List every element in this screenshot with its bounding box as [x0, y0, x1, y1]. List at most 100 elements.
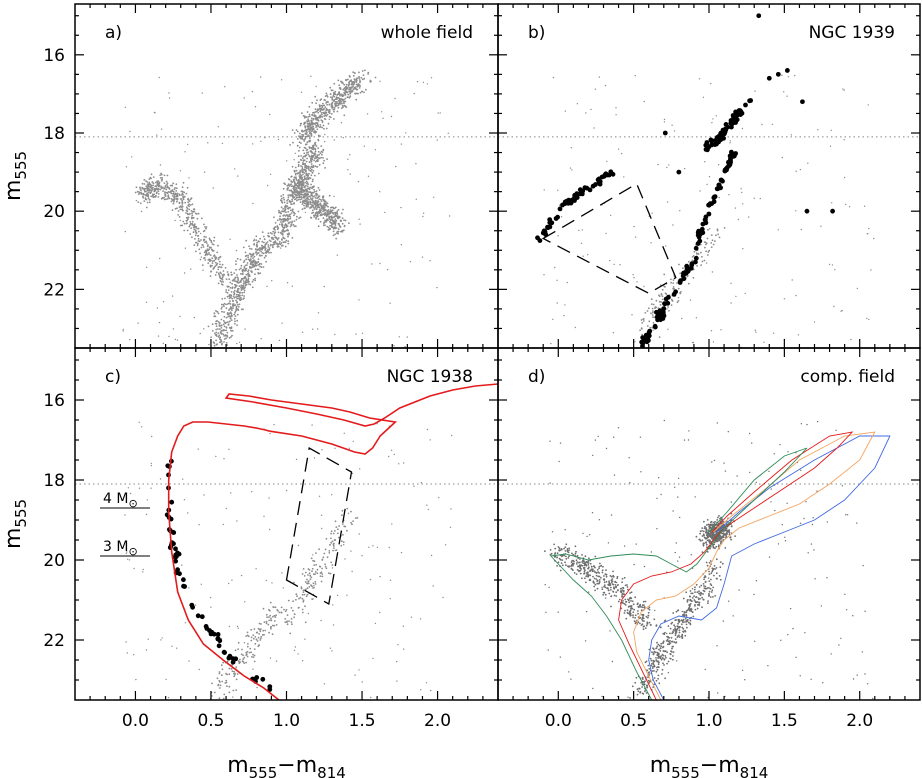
data-point: [272, 246, 274, 249]
data-point: [140, 189, 142, 192]
data-point: [243, 297, 245, 300]
data-point: [239, 661, 242, 664]
data-point: [659, 647, 662, 650]
data-point: [594, 566, 596, 569]
data-point: [306, 185, 309, 188]
data-point: [355, 80, 358, 82]
data-point: [254, 273, 256, 276]
data-point: [306, 578, 308, 581]
data-point: [312, 328, 314, 330]
data-point: [230, 668, 233, 670]
data-point: [336, 213, 339, 215]
data-point: [258, 628, 261, 631]
data-point: [374, 622, 377, 625]
data-point: [223, 338, 226, 340]
data-point: [301, 573, 304, 575]
data-point: [219, 684, 222, 687]
data-point: [552, 318, 554, 321]
data-point: [181, 564, 183, 566]
data-point: [286, 621, 288, 624]
data-point: [624, 598, 627, 601]
data-point: [704, 140, 710, 145]
data-point: [209, 265, 212, 268]
data-point: [142, 568, 144, 571]
data-point: [639, 616, 642, 619]
data-point: [309, 131, 312, 134]
data-point: [329, 647, 332, 649]
data-point: [678, 278, 683, 283]
data-point: [672, 658, 674, 661]
data-point: [251, 255, 254, 257]
data-point: [302, 160, 305, 162]
data-point: [339, 94, 341, 97]
data-point: [336, 532, 339, 535]
data-point: [258, 263, 260, 266]
data-point: [216, 343, 219, 346]
data-point: [194, 604, 197, 606]
data-point: [612, 570, 614, 573]
data-point: [701, 606, 703, 609]
data-point: [254, 260, 256, 262]
data-point: [426, 504, 428, 506]
data-point: [309, 129, 312, 132]
data-point: [626, 584, 628, 586]
data-point: [150, 195, 153, 198]
data-point: [312, 195, 314, 198]
data-point: [323, 127, 325, 130]
data-point: [695, 241, 701, 247]
data-point: [167, 194, 170, 197]
data-point: [250, 651, 253, 654]
data-point: [160, 172, 163, 175]
data-point: [354, 674, 356, 676]
data-point: [732, 153, 737, 159]
data-point: [701, 260, 704, 263]
data-point: [230, 330, 233, 332]
data-point: [601, 571, 604, 574]
data-point: [693, 599, 696, 601]
data-point: [276, 238, 279, 240]
data-point: [186, 207, 189, 210]
data-point: [263, 238, 266, 241]
data-point: [341, 104, 344, 107]
data-point: [219, 280, 222, 282]
data-point: [636, 688, 639, 691]
data-point: [256, 245, 258, 248]
data-point: [426, 428, 429, 431]
data-point: [305, 197, 308, 200]
data-point: [390, 115, 393, 118]
data-point: [323, 683, 326, 685]
data-point: [145, 206, 148, 209]
data-point: [290, 183, 293, 186]
data-point: [299, 216, 302, 219]
data-point: [405, 132, 407, 134]
data-point: [708, 570, 710, 573]
data-point: [308, 198, 310, 201]
data-point: [297, 165, 300, 168]
data-point: [339, 220, 342, 222]
data-point: [179, 198, 182, 200]
data-point: [337, 106, 340, 109]
data-point: [568, 565, 570, 568]
data-point: [156, 183, 159, 186]
data-point: [866, 317, 868, 320]
data-point: [311, 101, 314, 104]
data-point: [287, 196, 290, 199]
data-point: [363, 145, 365, 147]
data-point: [301, 176, 304, 179]
data-point: [131, 156, 133, 158]
data-point: [258, 254, 261, 257]
data-point: [188, 208, 191, 211]
data-point: [235, 249, 238, 252]
data-point: [230, 291, 233, 293]
data-point: [218, 671, 221, 673]
data-point: [340, 80, 342, 83]
data-point: [186, 217, 188, 219]
data-point: [564, 304, 566, 306]
data-point: [141, 426, 143, 428]
data-point: [309, 137, 311, 140]
data-point: [219, 255, 222, 258]
data-point: [293, 196, 296, 199]
data-point: [255, 253, 258, 256]
data-point: [245, 239, 248, 242]
data-point: [644, 661, 647, 664]
